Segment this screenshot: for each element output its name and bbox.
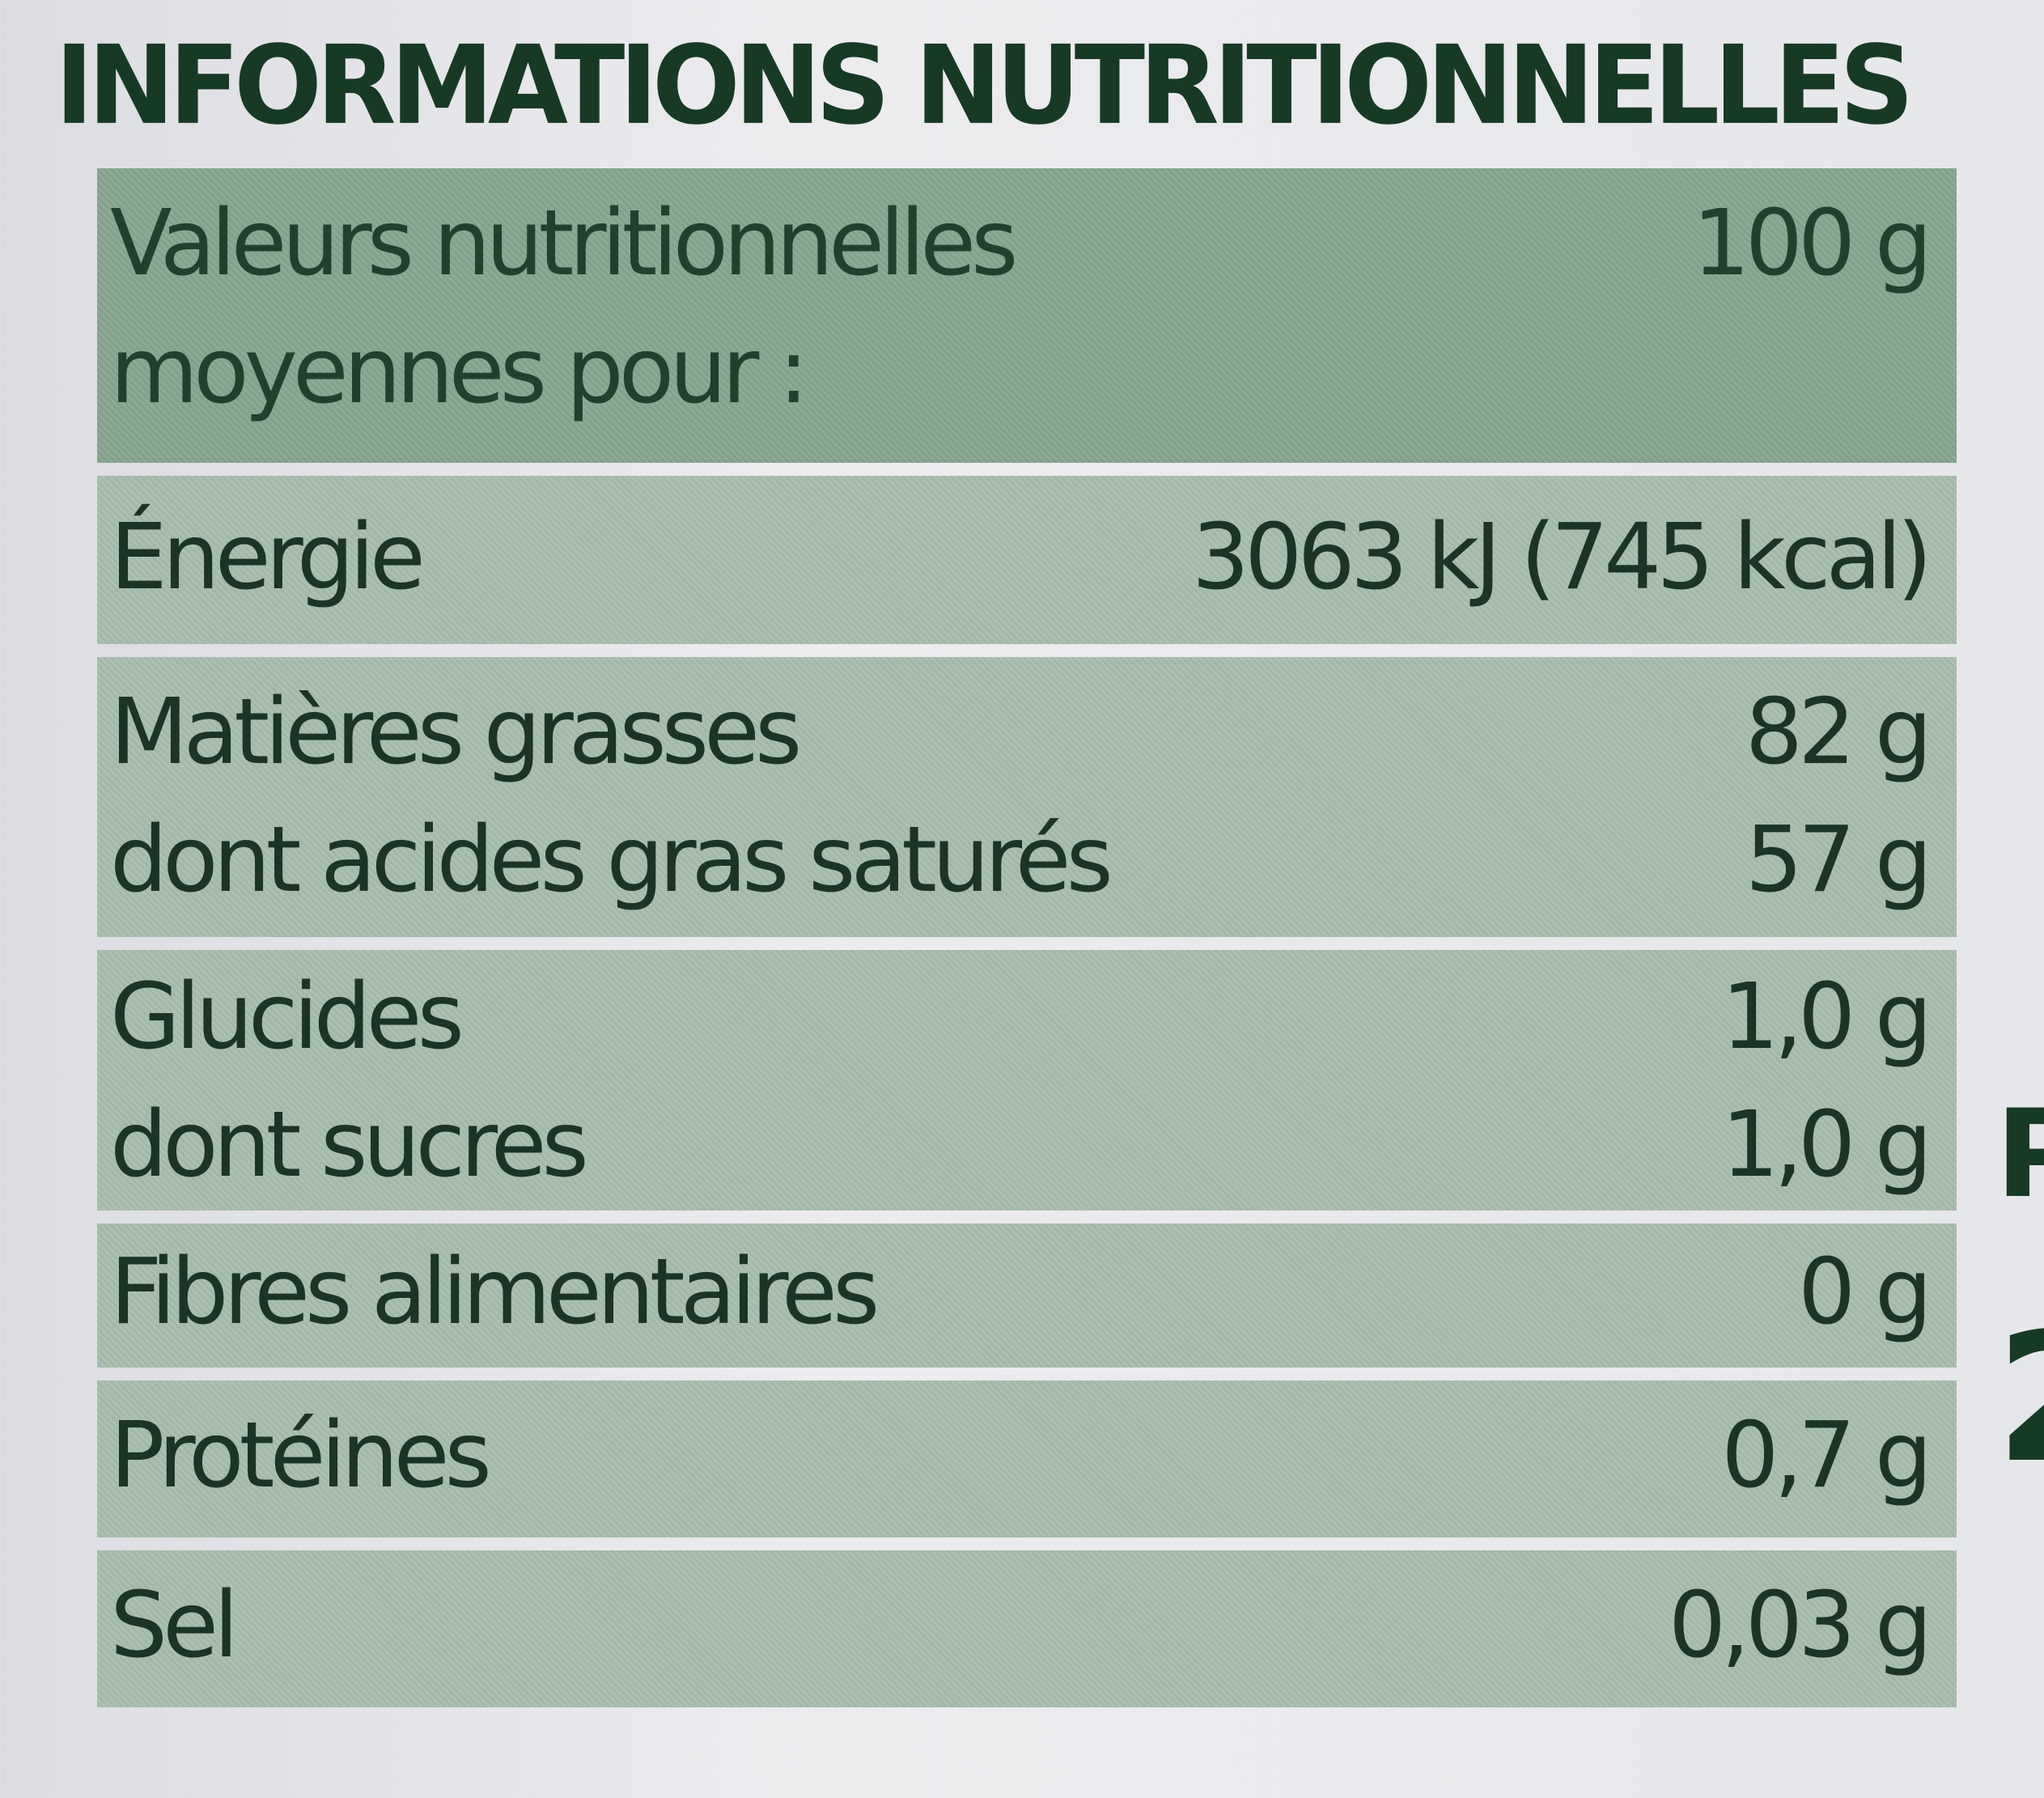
header-label-line2: moyennes pour : xyxy=(110,319,809,424)
table-row-glucides: Glucides 1,0 g dont sucres 1,0 g xyxy=(97,950,1957,1211)
row-value: 0,7 g xyxy=(1721,1403,1932,1508)
row-label: Énergie xyxy=(110,505,426,610)
row-label: Fibres alimentaires xyxy=(110,1240,880,1345)
row-value: 0 g xyxy=(1798,1240,1932,1345)
row-label: Glucides xyxy=(110,965,464,1070)
row-label: Protéines xyxy=(110,1403,492,1508)
row-value: 57 g xyxy=(1745,808,1932,913)
row-value: 82 g xyxy=(1745,680,1932,785)
nutrition-title: INFORMATIONS NUTRITIONNELLES xyxy=(55,23,1914,150)
row-value: 3063 kJ (745 kcal) xyxy=(1191,505,1932,610)
table-row-matieres-grasses: Matières grasses 82 g dont acides gras sa… xyxy=(97,657,1957,937)
table-header: Valeurs nutritionnelles 100 g moyennes p… xyxy=(97,168,1957,463)
row-label: dont acides gras saturés xyxy=(110,808,1113,913)
table-row-proteines: Protéines 0,7 g xyxy=(97,1380,1957,1537)
header-value: 100 g xyxy=(1692,191,1932,296)
row-value: 1,0 g xyxy=(1721,965,1932,1070)
nutrition-table: Valeurs nutritionnelles 100 g moyennes p… xyxy=(97,168,1957,1720)
row-value: 1,0 g xyxy=(1721,1092,1932,1198)
table-row-sel: Sel 0,03 g xyxy=(97,1550,1957,1707)
table-row-fibres: Fibres alimentaires 0 g xyxy=(97,1223,1957,1368)
edge-letter: P xyxy=(1995,1084,2044,1225)
header-label-line1: Valeurs nutritionnelles xyxy=(110,191,1019,296)
table-row-energie: Énergie 3063 kJ (745 kcal) xyxy=(97,476,1957,644)
row-label: dont sucres xyxy=(110,1092,589,1198)
row-value: 0,03 g xyxy=(1668,1573,1932,1678)
row-label: Sel xyxy=(110,1573,239,1678)
row-label: Matières grasses xyxy=(110,680,802,785)
edge-digit: 2 xyxy=(1995,1295,2044,1502)
